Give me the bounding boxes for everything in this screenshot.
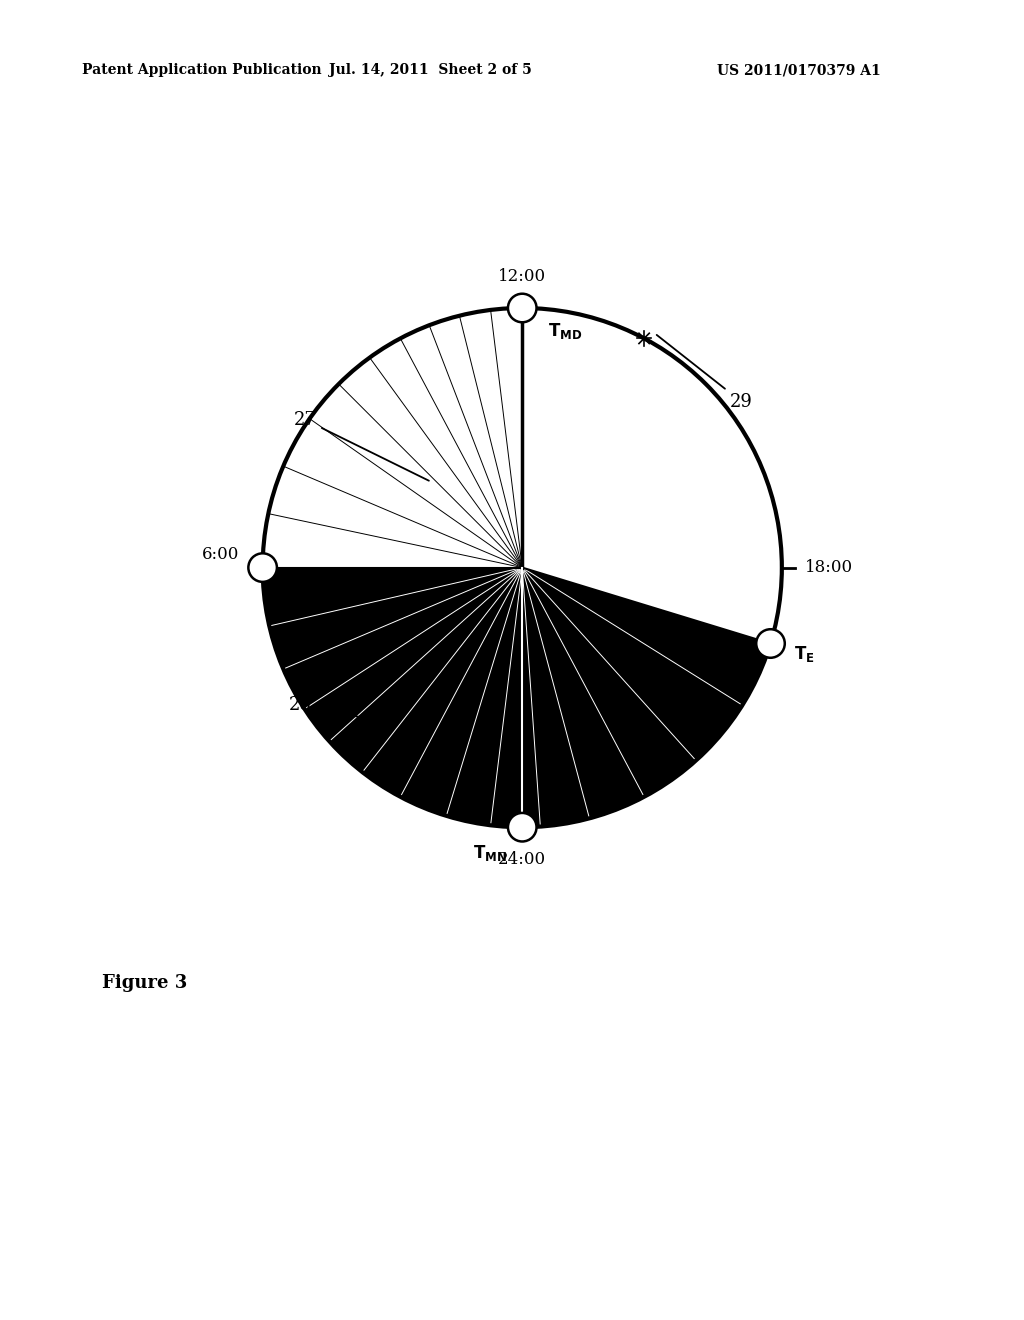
Text: Figure 3: Figure 3	[102, 974, 187, 993]
Circle shape	[249, 553, 276, 582]
Text: Jul. 14, 2011  Sheet 2 of 5: Jul. 14, 2011 Sheet 2 of 5	[329, 63, 531, 78]
Text: 18:00: 18:00	[805, 560, 853, 576]
Text: $\mathbf{T}_{\mathbf{MD}}$: $\mathbf{T}_{\mathbf{MD}}$	[548, 321, 583, 341]
Text: Patent Application Publication: Patent Application Publication	[82, 63, 322, 78]
Text: 24:00: 24:00	[499, 850, 546, 867]
Circle shape	[756, 630, 784, 657]
Circle shape	[508, 813, 537, 841]
Text: $\mathbf{T}_{\mathbf{MN}}$: $\mathbf{T}_{\mathbf{MN}}$	[473, 842, 507, 863]
Wedge shape	[522, 308, 782, 644]
Text: $\mathbf{T}_{\mathbf{E}}$: $\mathbf{T}_{\mathbf{E}}$	[794, 644, 814, 664]
Wedge shape	[262, 568, 770, 828]
Text: 29: 29	[656, 335, 753, 411]
Text: $\mathbf{T}_{\mathbf{B}}$: $\mathbf{T}_{\mathbf{B}}$	[273, 594, 295, 614]
Text: 12:00: 12:00	[499, 268, 546, 285]
Circle shape	[508, 294, 537, 322]
Text: 27: 27	[294, 411, 429, 480]
Wedge shape	[262, 308, 522, 568]
Text: 28: 28	[289, 697, 390, 723]
Text: 6:00: 6:00	[202, 546, 240, 564]
Text: US 2011/0170379 A1: US 2011/0170379 A1	[717, 63, 881, 78]
